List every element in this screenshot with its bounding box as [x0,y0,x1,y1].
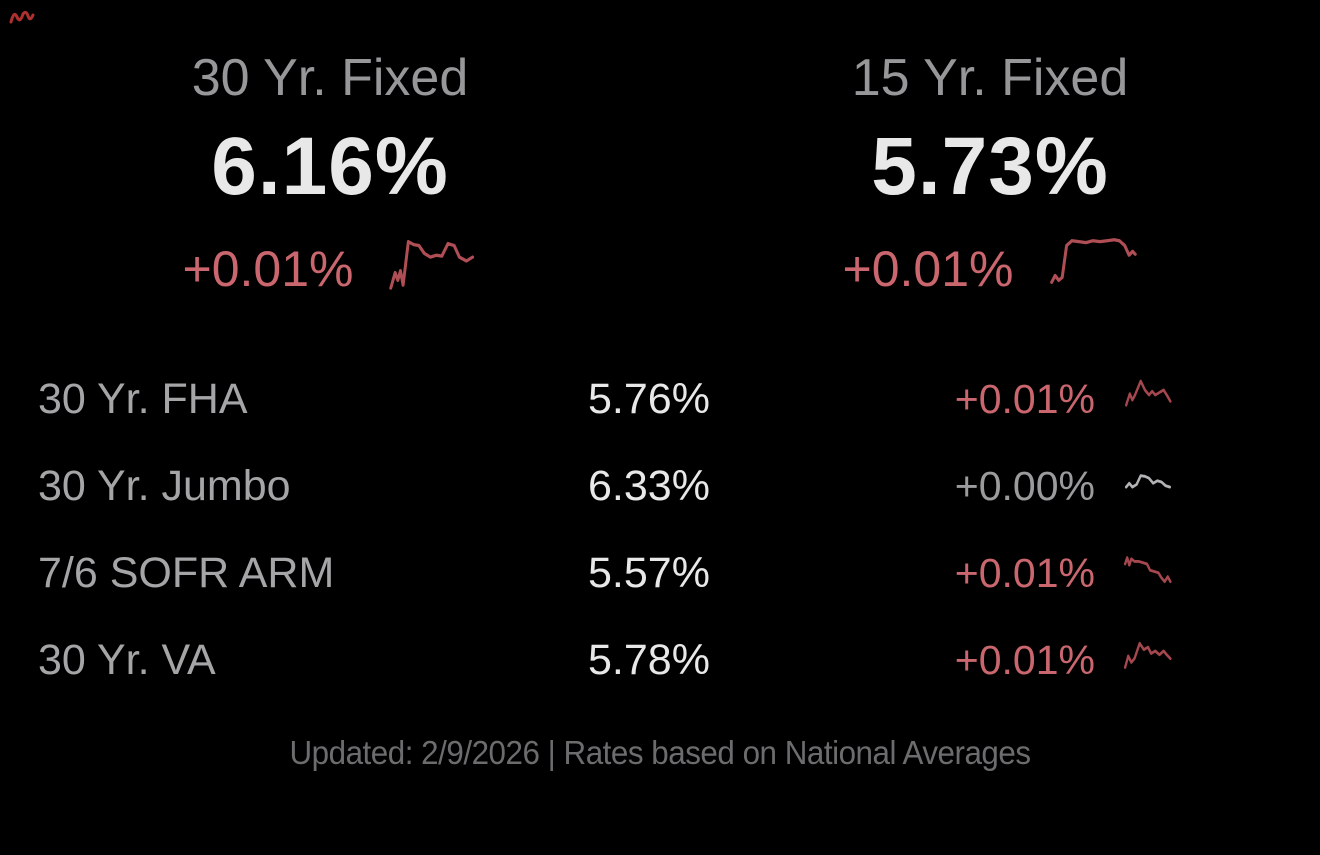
rate-change-row: +0.01% [660,238,1320,298]
rate-product-label: 7/6 SOFR ARM [38,549,335,597]
rate-value: 5.78% [588,636,710,684]
rate-value: 5.57% [588,549,710,597]
rate-change-row: +0.01% [0,240,660,298]
sparkline-chart-icon [1123,641,1172,669]
table-row-30yr-jumbo: 30 Yr. Jumbo 6.33% +0.00% [0,443,1320,530]
sparkline-chart-icon [1050,238,1138,284]
sparkline-chart-icon [1124,379,1172,407]
featured-rate-30yr-fixed: 30 Yr. Fixed 6.16% +0.01% [0,52,660,298]
rate-value: 6.16% [211,121,449,212]
footer: Updated: 2/9/2026 | Rates based on Natio… [0,734,1320,772]
rate-change-value: +0.01% [954,637,1095,683]
sparkline-container [1122,468,1320,506]
rate-product-label: 30 Yr. VA [38,636,216,684]
featured-rate-15yr-fixed: 15 Yr. Fixed 5.73% +0.01% [660,52,1320,298]
table-row-30yr-fha: 30 Yr. FHA 5.76% +0.01% [0,356,1320,443]
rate-product-label: 15 Yr. Fixed [851,49,1129,107]
sparkline-container [1122,641,1320,680]
sparkline-chart-icon [389,240,475,290]
table-row-76-sofr-arm: 7/6 SOFR ARM 5.57% +0.01% [0,530,1320,617]
featured-rates-section: 30 Yr. Fixed 6.16% +0.01% 15 Yr. Fixed 5… [0,0,1320,298]
rate-product-label: 30 Yr. FHA [38,375,248,423]
rates-table: 30 Yr. FHA 5.76% +0.01% 30 Yr. Jumbo 6.3… [0,356,1320,704]
rate-product-label: 30 Yr. Fixed [191,49,469,107]
table-row-30yr-va: 30 Yr. VA 5.78% +0.01% [0,617,1320,704]
rate-value: 5.73% [871,121,1109,212]
rate-change-value: +0.01% [842,241,1014,297]
rate-change-value: +0.01% [954,376,1095,422]
corner-scribble-mark [9,10,35,24]
sparkline-chart-icon [1124,473,1172,488]
updated-disclaimer-text: Updated: 2/9/2026 | Rates based on Natio… [289,734,1031,771]
rate-change-value: +0.01% [182,241,354,297]
sparkline-container [1122,555,1320,593]
rate-product-label: 30 Yr. Jumbo [38,462,291,510]
rate-value: 5.76% [588,375,710,423]
rate-change-value: +0.01% [954,550,1095,596]
sparkline-chart-icon [1123,555,1172,583]
rate-change-value: +0.00% [954,463,1095,509]
sparkline-container [1122,379,1320,419]
rate-value: 6.33% [588,462,710,510]
